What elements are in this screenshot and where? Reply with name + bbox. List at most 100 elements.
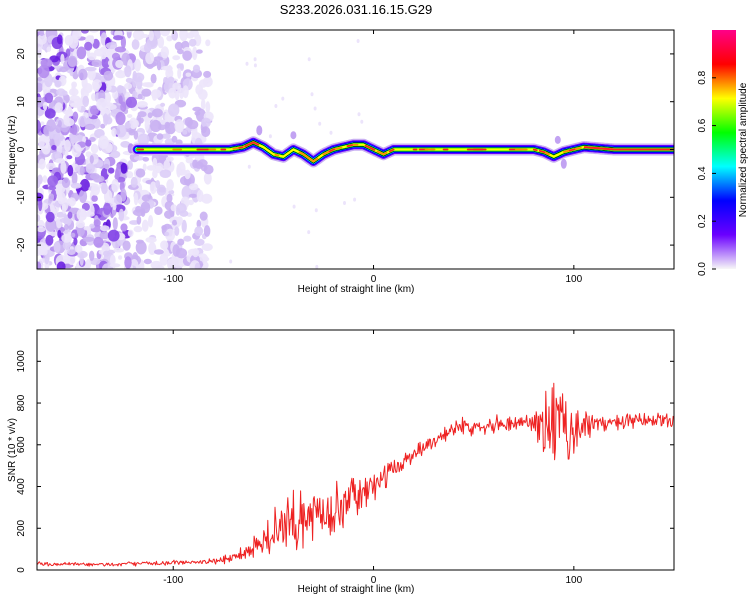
- noise-blob: [165, 156, 174, 162]
- spectrogram-y-tick-label: 0: [16, 146, 27, 152]
- ridge-hot-segment: [370, 147, 376, 151]
- noise-blob: [185, 72, 192, 77]
- noise-blob: [67, 197, 76, 207]
- noise-blob: [85, 139, 92, 147]
- noise-blob: [201, 243, 213, 252]
- noise-dot: [353, 197, 357, 202]
- noise-blob: [79, 178, 90, 192]
- noise-blob: [115, 70, 127, 79]
- ridge-hot-segment: [250, 141, 260, 146]
- noise-blob: [152, 30, 161, 40]
- noise-blob: [57, 229, 62, 239]
- chart-title: S233.2026.031.16.15.G29: [280, 2, 433, 17]
- noise-blob: [128, 129, 136, 136]
- noise-blob: [64, 34, 74, 46]
- noise-blob: [153, 56, 163, 62]
- noise-blob: [126, 171, 134, 179]
- noise-blob: [69, 134, 78, 143]
- noise-blob: [115, 111, 126, 125]
- noise-blob: [125, 96, 137, 108]
- noise-blob: [75, 220, 86, 229]
- noise-blob: [37, 82, 43, 93]
- spectrogram-y-tick-label: -20: [16, 237, 27, 252]
- noise-blob: [64, 139, 71, 152]
- noise-blob: [164, 210, 175, 219]
- noise-blob: [59, 227, 65, 232]
- noise-blob: [118, 95, 123, 105]
- noise-blob: [120, 101, 127, 112]
- noise-blob: [71, 171, 78, 185]
- noise-blob: [45, 234, 54, 246]
- noise-blob: [47, 175, 59, 187]
- noise-blob: [165, 67, 174, 80]
- noise-blob: [82, 236, 95, 242]
- noise-blob: [134, 58, 142, 72]
- noise-blob: [44, 254, 49, 265]
- spectrogram-y-axis-label: Frequency (Hz): [7, 116, 18, 185]
- noise-blob: [47, 185, 57, 191]
- noise-blob: [160, 240, 169, 250]
- noise-blob: [85, 163, 95, 174]
- snr-y-tick-label: 600: [16, 436, 27, 453]
- noise-blob: [173, 263, 184, 269]
- noise-blob: [37, 37, 43, 51]
- noise-blob: [113, 247, 125, 253]
- ridge-bump: [256, 125, 263, 136]
- noise-blob: [115, 59, 124, 69]
- noise-blob: [89, 250, 95, 261]
- noise-blob: [45, 211, 55, 223]
- noise-blob: [197, 89, 208, 100]
- snr-x-tick-label: 100: [565, 575, 582, 586]
- snr-y-axis-label: SNR (10 * v/v): [7, 418, 18, 482]
- noise-blob: [61, 233, 72, 243]
- noise-blob: [122, 240, 131, 251]
- noise-blob: [60, 53, 65, 65]
- noise-blob: [176, 203, 187, 214]
- noise-blob: [184, 169, 191, 180]
- noise-blob: [176, 164, 182, 178]
- noise-blob: [133, 192, 139, 206]
- noise-blob: [71, 124, 78, 136]
- noise-blob: [150, 73, 157, 84]
- noise-blob: [160, 46, 169, 59]
- noise-blob: [60, 161, 67, 174]
- noise-blob: [164, 231, 170, 237]
- noise-blob: [199, 211, 208, 221]
- noise-blob: [132, 30, 145, 41]
- noise-dot: [253, 63, 257, 68]
- ridge-hot-segment: [346, 144, 354, 148]
- noise-blob: [53, 241, 61, 253]
- noise-blob: [205, 101, 211, 114]
- noise-blob: [88, 69, 94, 79]
- noise-blob: [62, 240, 72, 251]
- noise-blob: [200, 98, 206, 111]
- noise-blob: [168, 103, 180, 117]
- noise-blob: [116, 163, 121, 178]
- noise-blob: [64, 224, 69, 230]
- noise-blob: [71, 143, 82, 158]
- noise-blob: [101, 182, 108, 195]
- noise-blob: [137, 111, 147, 118]
- noise-blob: [174, 119, 185, 134]
- noise-blob: [177, 238, 185, 246]
- noise-blob: [203, 225, 211, 237]
- noise-blob: [76, 46, 87, 60]
- noise-blob: [144, 42, 152, 54]
- noise-blob: [170, 204, 178, 212]
- noise-dot: [357, 112, 361, 117]
- noise-dot: [356, 39, 360, 43]
- noise-blob: [203, 70, 212, 78]
- noise-blob: [38, 137, 45, 150]
- noise-blob: [46, 119, 56, 132]
- noise-blob: [38, 158, 46, 170]
- ridge-hot-segment: [376, 150, 388, 156]
- noise-blob: [37, 214, 41, 222]
- noise-blob: [185, 157, 194, 164]
- noise-blob: [159, 169, 172, 178]
- noise-blob: [38, 198, 43, 212]
- noise-blob: [46, 46, 52, 52]
- noise-blob: [93, 236, 104, 248]
- noise-blob: [67, 248, 76, 255]
